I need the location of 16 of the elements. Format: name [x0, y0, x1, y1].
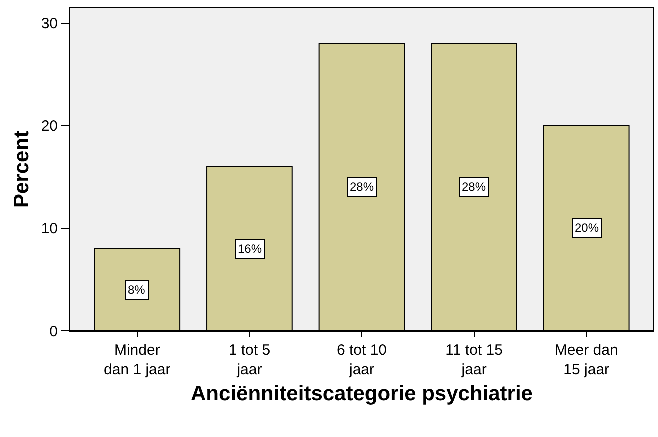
y-tick-label: 30	[41, 16, 58, 33]
data-label: 28%	[462, 180, 486, 194]
x-axis-title: Anciënniteitscategorie psychiatrie	[191, 382, 533, 406]
y-axis-title: Percent	[10, 130, 34, 208]
x-tick-label: 1 tot 5 jaar	[228, 342, 271, 378]
x-tick-label: Minder dan 1 jaar	[104, 342, 171, 378]
y-tick-label: 20	[41, 118, 58, 136]
data-label: 28%	[350, 180, 374, 194]
y-tick-label: 0	[50, 323, 58, 340]
x-tick-label: Meer dan 15 jaar	[554, 342, 618, 378]
y-tick-label: 10	[41, 220, 58, 238]
data-label: 8%	[128, 283, 146, 297]
x-tick-label: 11 tot 15 jaar	[446, 342, 503, 378]
data-label: 16%	[238, 242, 262, 256]
x-tick-label: 6 tot 10 jaar	[336, 342, 388, 378]
data-label: 20%	[575, 221, 600, 235]
